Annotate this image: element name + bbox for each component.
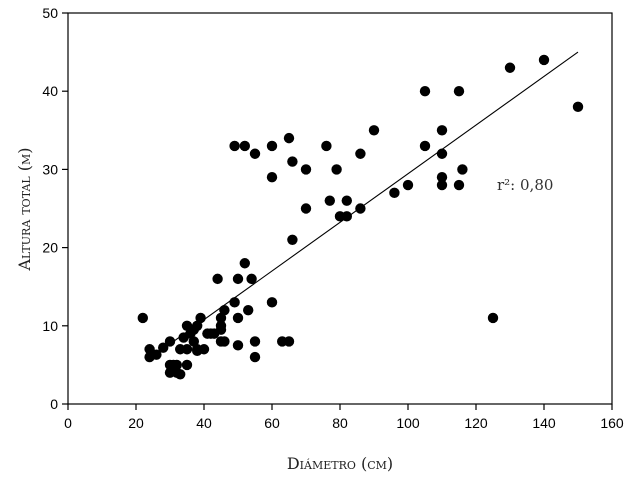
y-tick-label: 30 (42, 161, 58, 177)
x-tick-label: 40 (196, 415, 212, 431)
y-tick-label: 0 (50, 396, 58, 412)
data-point (300, 203, 312, 214)
data-point (487, 312, 499, 324)
data-point (137, 312, 148, 324)
data-point (419, 140, 431, 152)
data-point (538, 54, 550, 66)
data-point (287, 156, 298, 167)
data-point (212, 273, 223, 285)
x-tick-label: 120 (464, 415, 488, 431)
data-point (232, 312, 244, 324)
data-point (266, 140, 278, 152)
data-point (158, 342, 169, 353)
data-point (175, 369, 186, 380)
data-point (239, 258, 250, 269)
y-axis-title: Altura total (m) (15, 147, 34, 271)
data-point (215, 320, 227, 331)
data-point (151, 349, 162, 360)
data-point (229, 297, 240, 308)
y-tick-label: 40 (42, 83, 58, 99)
r-squared-annotation: r²: 0,80 (497, 176, 553, 194)
data-point (215, 312, 227, 324)
data-point (453, 179, 465, 191)
data-point (239, 140, 250, 152)
x-tick-label: 80 (332, 415, 348, 431)
data-point (283, 132, 295, 144)
data-point (219, 304, 230, 316)
x-tick-label: 160 (600, 415, 624, 431)
data-point (164, 336, 176, 347)
data-point (402, 179, 414, 191)
data-point (331, 164, 342, 175)
data-point (300, 164, 312, 175)
data-point (283, 336, 295, 347)
y-tick-label: 20 (42, 240, 58, 256)
data-point (436, 179, 448, 191)
y-tick-label: 10 (42, 318, 58, 334)
data-point (324, 195, 335, 206)
data-point (188, 336, 199, 347)
data-point (266, 297, 278, 308)
data-point (192, 320, 203, 331)
data-point (181, 359, 193, 371)
data-point (219, 336, 230, 347)
y-tick-label: 50 (42, 5, 58, 21)
x-tick-label: 20 (128, 415, 144, 431)
data-point (355, 148, 366, 159)
data-point (246, 273, 257, 285)
data-point (232, 340, 244, 351)
data-point (504, 62, 516, 73)
data-point (249, 148, 261, 159)
data-point (171, 359, 182, 371)
data-point (341, 211, 352, 222)
x-tick-label: 0 (64, 415, 72, 431)
x-tick-label: 60 (264, 415, 280, 431)
data-point (195, 312, 206, 324)
data-point (355, 203, 366, 214)
data-point (389, 187, 400, 199)
data-point (419, 86, 431, 97)
data-point (453, 86, 465, 97)
data-point (436, 148, 448, 159)
axis-ticks: 0 20 40 60 80 100 120 140 160 0 10 20 30 40 50 (42, 5, 623, 431)
x-axis-title: Diámetro (cm) (287, 454, 393, 473)
data-point (181, 344, 193, 355)
data-point (572, 101, 584, 113)
data-point (368, 125, 380, 136)
data-point (321, 140, 332, 152)
data-point (287, 234, 298, 245)
data-point (341, 195, 352, 206)
data-point (249, 336, 261, 347)
data-point (232, 273, 244, 285)
data-point (249, 351, 261, 363)
data-point (436, 172, 448, 183)
data-point (243, 304, 254, 316)
data-point (457, 164, 468, 175)
data-point (198, 344, 210, 355)
data-point (266, 172, 278, 183)
x-tick-label: 100 (396, 415, 420, 431)
data-point (436, 125, 448, 136)
data-point (229, 140, 240, 152)
data-points (137, 54, 584, 380)
x-tick-label: 140 (532, 415, 556, 431)
